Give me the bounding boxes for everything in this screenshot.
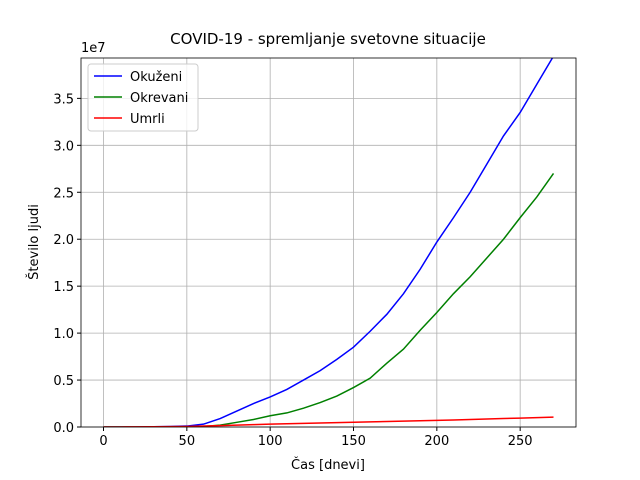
x-tick-label: 250 [508,434,533,449]
y-tick-label: 0.0 [53,421,74,436]
chart-title: COVID-19 - spremljanje svetovne situacij… [170,30,486,48]
y-offset-text: 1e7 [81,41,106,56]
y-tick-label: 3.0 [53,139,74,154]
legend-label: Okrevani [130,91,188,106]
x-axis-label: Čas [dnevi] [291,457,365,473]
axes-frame [80,57,577,428]
x-tick-label: 150 [341,434,366,449]
y-tick-label: 3.5 [53,92,74,107]
legend-box [87,63,199,132]
legend-label: Okuženi [130,70,182,85]
x-tick-label: 0 [99,434,107,449]
y-tick-label: 1.5 [53,280,74,295]
x-tick-label: 100 [258,434,283,449]
legend-label: Umrli [130,112,165,127]
y-tick-label: 1.0 [53,327,74,342]
y-axis-label: Število ljudi [26,204,42,280]
series-line [103,416,554,427]
y-tick-label: 2.0 [53,233,74,248]
x-tick-label: 50 [179,434,196,449]
x-tick-label: 200 [424,434,449,449]
y-tick-label: 0.5 [53,374,74,389]
y-tick-label: 2.5 [53,186,74,201]
